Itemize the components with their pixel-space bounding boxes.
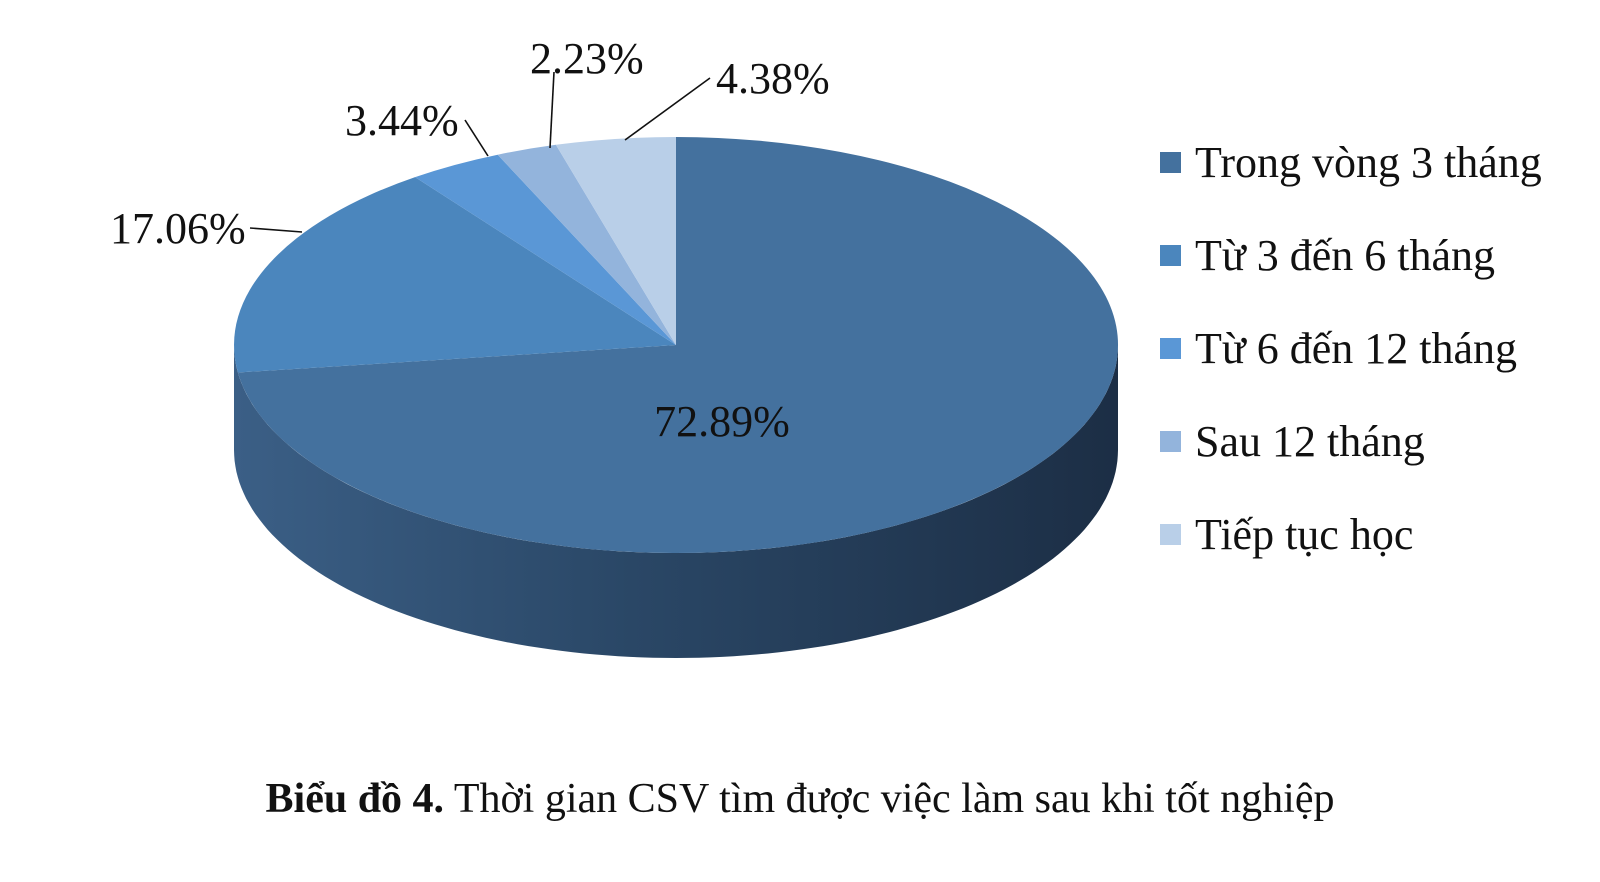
pie-side-wall [234,345,1118,658]
legend-swatch [1160,337,1181,359]
legend-item-tu-3-den-6-thang: Từ 3 đến 6 tháng [1160,185,1542,325]
legend-swatch [1160,430,1181,452]
data-label-sau-12-thang: 2.23% [530,34,644,83]
pie-slice-tiep-tuc-hoc [555,136,676,345]
data-label-trong-vong-3-thang: 72.89% [654,397,790,446]
data-label-tu-6-den-12-thang: 3.44% [345,96,459,145]
pie-slice-trong-vong-3-thang [237,137,1119,553]
legend-label: Từ 3 đến 6 tháng [1195,230,1496,280]
pie-slice-tu-3-den-6-thang [234,177,677,373]
legend-swatch [1160,151,1181,173]
pie-slice-tu-6-den-12-thang [415,154,676,345]
legend-label: Tiếp tục học [1195,509,1414,559]
legend-swatch [1160,244,1181,266]
leader-line-sau-12-thang [549,71,555,149]
legend-item-tiep-tuc-hoc: Tiếp tục học [1160,464,1542,604]
legend: Trong vòng 3 tháng Từ 3 đến 6 tháng Từ 6 đ… [1160,92,1542,604]
legend-item-sau-12-thang: Sau 12 tháng [1160,371,1542,511]
leader-line-tiep-tuc-hoc [624,77,711,141]
legend-label: Sau 12 tháng [1195,416,1425,466]
data-label-tiep-tuc-hoc: 4.38% [716,54,830,103]
leader-line-tu-6-den-12-thang [464,119,489,157]
caption-text: Thời gian CSV tìm được việc làm sau khi … [453,776,1335,822]
legend-swatch [1160,523,1181,545]
legend-label: Trong vòng 3 tháng [1195,137,1542,187]
legend-item-trong-vong-3-thang: Trong vòng 3 tháng [1160,92,1542,232]
legend-item-tu-6-den-12-thang: Từ 6 đến 12 tháng [1160,278,1542,418]
data-label-tu-3-den-6-thang: 17.06% [110,204,246,253]
chart-caption: Biểu đồ 4. Thời gian CSV tìm được việc l… [0,775,1600,823]
leader-line-tu-3-den-6-thang [249,227,303,233]
caption-prefix: Biểu đồ 4. [265,776,445,822]
legend-label: Từ 6 đến 12 tháng [1195,323,1518,373]
pie-slice-sau-12-thang [497,144,676,345]
